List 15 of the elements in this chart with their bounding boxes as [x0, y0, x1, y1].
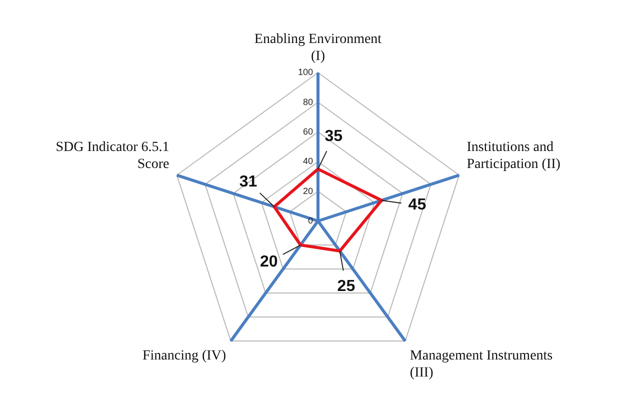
- data-label: 31: [239, 173, 258, 190]
- y-tick-label: 40: [302, 156, 313, 166]
- spoke-label: Management Instruments (III): [410, 348, 553, 380]
- spoke-label: SDG Indicator 6.5.1 Score: [56, 140, 170, 172]
- data-label: 25: [337, 278, 356, 295]
- y-tick-label: 20: [302, 186, 313, 196]
- spoke-label: Financing (IV): [142, 348, 226, 364]
- y-tick-label: 100: [298, 67, 313, 78]
- spoke-label: Institutions and Participation (II): [466, 140, 561, 172]
- spoke-label: Enabling Environment (I): [254, 32, 382, 64]
- y-tick-label: 80: [302, 96, 313, 107]
- data-label: 20: [260, 253, 278, 270]
- y-tick-label: 60: [302, 126, 313, 136]
- data-label: 35: [324, 128, 343, 146]
- data-label: 45: [408, 196, 426, 214]
